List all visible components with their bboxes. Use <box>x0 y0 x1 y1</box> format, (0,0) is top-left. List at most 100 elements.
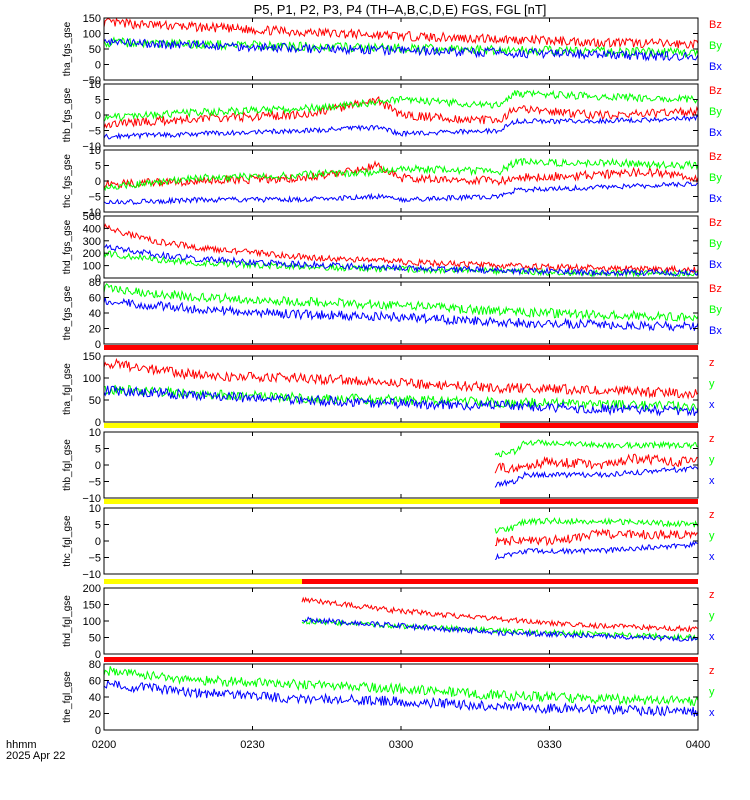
series-y-line <box>103 666 699 707</box>
figure-title: P5, P1, P2, P3, P4 (TH–A,B,C,D,E) FGS, F… <box>254 2 547 17</box>
plot-frame <box>103 587 699 655</box>
ytick-label: 0 <box>95 273 101 285</box>
series-By-line <box>103 283 699 322</box>
ytick-label: 80 <box>89 659 101 671</box>
legend-By: By <box>709 238 722 250</box>
ytick-label: 0 <box>95 110 101 122</box>
ytick-label: 60 <box>89 293 101 305</box>
ytick-label: 50 <box>89 395 101 407</box>
series-x-line <box>301 616 699 642</box>
series-By-line <box>103 89 699 122</box>
legend-Bx: Bx <box>709 325 722 337</box>
ytick-label: 100 <box>83 29 101 41</box>
ytick-label: 150 <box>83 13 101 25</box>
legend-z: z <box>709 509 715 521</box>
footer-time-label: hhmm <box>6 739 37 751</box>
series-Bz-line <box>103 160 699 189</box>
ytick-label: 0 <box>95 649 101 661</box>
ytick-label: −10 <box>82 207 101 219</box>
ylabel: thd_fgl_gse <box>62 595 73 647</box>
ylabel: tha_fgl_gse <box>62 363 73 415</box>
series-Bx-line <box>103 37 699 62</box>
ylabel: thb_fgs_gse <box>62 87 73 142</box>
legend-Bx: Bx <box>709 259 722 271</box>
legend-Bz: Bz <box>709 151 722 163</box>
ytick-label: 10 <box>89 427 101 439</box>
plot-frame <box>103 431 699 499</box>
ytick-label: 5 <box>95 95 101 107</box>
legend-x: x <box>709 399 715 411</box>
ytick-label: 50 <box>89 633 101 645</box>
plot-frame <box>103 149 699 213</box>
ytick-label: −5 <box>88 126 101 138</box>
legend-By: By <box>709 40 722 52</box>
ytick-label: −10 <box>82 141 101 153</box>
ylabel: tha_fgs_gse <box>62 21 73 76</box>
series-x-line <box>103 679 699 717</box>
ytick-label: 60 <box>89 676 101 688</box>
footer-date-label: 2025 Apr 22 <box>6 750 65 762</box>
ylabel: thb_fgl_gse <box>62 439 73 491</box>
panel-thc_fgl_gse: 10 5 0 −5 −10 thc_fgl_gse zyx <box>62 499 715 581</box>
ytick-label: −5 <box>88 477 101 489</box>
plot-frame <box>103 663 699 731</box>
ytick-label: 20 <box>89 324 101 336</box>
series-x-line <box>103 385 699 417</box>
series-z-line <box>495 528 699 547</box>
panel-thd_fgl_gse: 200 150 100 50 0 thd_fgl_gse zyx <box>62 579 715 661</box>
ytick-label: 10 <box>89 145 101 157</box>
xtick-label: 0400 <box>686 739 710 751</box>
legend-By: By <box>709 304 722 316</box>
ytick-label: −5 <box>88 553 101 565</box>
legend-y: y <box>709 610 715 622</box>
series-z-line <box>103 357 699 400</box>
legend-z: z <box>709 433 715 445</box>
ytick-label: 5 <box>95 444 101 456</box>
ytick-label: 0 <box>95 417 101 429</box>
panel-tha_fgs_gse: 150 100 50 0 −50 tha_fgs_gse Bz By Bx <box>62 13 722 87</box>
ytick-label: 100 <box>83 373 101 385</box>
series-x-line <box>494 540 698 560</box>
series-By-line <box>103 157 699 192</box>
ylabel: thd_fgs_gse <box>62 219 73 274</box>
panel-tha_fgl_gse: 150 100 50 0 tha_fgl_gse zyx <box>62 345 715 429</box>
legend-y: y <box>709 686 715 698</box>
legend-y: y <box>709 530 715 542</box>
panel-the_fgs_gse: 80 60 40 20 0 the_fgs_gse Bz By Bx <box>62 277 722 351</box>
ytick-label: 0 <box>95 176 101 188</box>
legend-Bx: Bx <box>709 61 722 73</box>
ylabel: the_fgl_gse <box>62 671 73 723</box>
series-y-line <box>494 516 699 535</box>
legend-x: x <box>709 631 715 643</box>
panel-thb_fgl_gse: 10 5 0 −5 −10 thb_fgl_gse zyx <box>62 423 715 505</box>
legend-x: x <box>709 551 715 563</box>
ytick-label: −10 <box>82 493 101 505</box>
ytick-label: 100 <box>83 261 101 273</box>
legend-z: z <box>709 357 715 369</box>
legend-x: x <box>709 475 715 487</box>
ytick-label: 500 <box>83 211 101 223</box>
ytick-label: 5 <box>95 520 101 532</box>
legend-Bz: Bz <box>709 19 722 31</box>
series-Bx-line <box>103 243 699 278</box>
ytick-label: 10 <box>89 79 101 91</box>
ytick-label: 80 <box>89 277 101 289</box>
series-x-line <box>494 465 699 488</box>
legend-y: y <box>709 454 715 466</box>
ylabel: thc_fgs_gse <box>62 154 73 208</box>
series-z-line <box>494 453 699 474</box>
legend-By: By <box>709 172 722 184</box>
panel-thb_fgs_gse: 10 5 0 −5 −10 thb_fgs_gse Bz By Bx <box>62 79 722 153</box>
ytick-label: 0 <box>95 725 101 737</box>
panel-the_fgl_gse: 80 60 40 20 0 the_fgl_gse zyx 0200 0230 0300 0330 0… <box>62 657 715 751</box>
series-Bx-line <box>103 114 699 140</box>
legend-z: z <box>709 665 715 677</box>
ytick-label: 0 <box>95 339 101 351</box>
series-Bx-line <box>103 297 699 332</box>
ytick-label: 300 <box>83 236 101 248</box>
status-bar-segment-0 <box>104 345 698 350</box>
ylabel: thc_fgl_gse <box>62 515 73 567</box>
